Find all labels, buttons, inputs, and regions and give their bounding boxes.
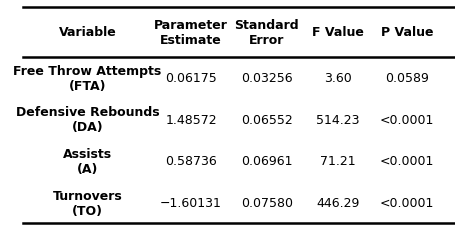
Text: Variable: Variable [58,26,116,39]
Text: 0.07580: 0.07580 [240,196,292,209]
Text: Defensive Rebounds
(DA): Defensive Rebounds (DA) [15,106,159,134]
Text: 514.23: 514.23 [315,113,359,126]
Text: Turnovers
(TO): Turnovers (TO) [52,189,122,217]
Text: P Value: P Value [380,26,432,39]
Text: −1.60131: −1.60131 [160,196,222,209]
Text: 0.06552: 0.06552 [240,113,292,126]
Text: 446.29: 446.29 [316,196,359,209]
Text: 0.03256: 0.03256 [240,72,292,85]
Text: 0.58736: 0.58736 [165,155,217,168]
Text: 0.06961: 0.06961 [240,155,292,168]
Text: Parameter
Estimate: Parameter Estimate [154,19,228,47]
Text: 3.60: 3.60 [324,72,351,85]
Text: F Value: F Value [311,26,363,39]
Text: <0.0001: <0.0001 [379,196,433,209]
Text: <0.0001: <0.0001 [379,155,433,168]
Text: 1.48572: 1.48572 [165,113,217,126]
Text: Assists
(A): Assists (A) [63,147,111,175]
Text: 71.21: 71.21 [319,155,355,168]
Text: 0.0589: 0.0589 [384,72,428,85]
Text: 0.06175: 0.06175 [165,72,217,85]
Text: Free Throw Attempts
(FTA): Free Throw Attempts (FTA) [13,64,161,92]
Text: <0.0001: <0.0001 [379,113,433,126]
Text: Standard
Error: Standard Error [234,19,298,47]
